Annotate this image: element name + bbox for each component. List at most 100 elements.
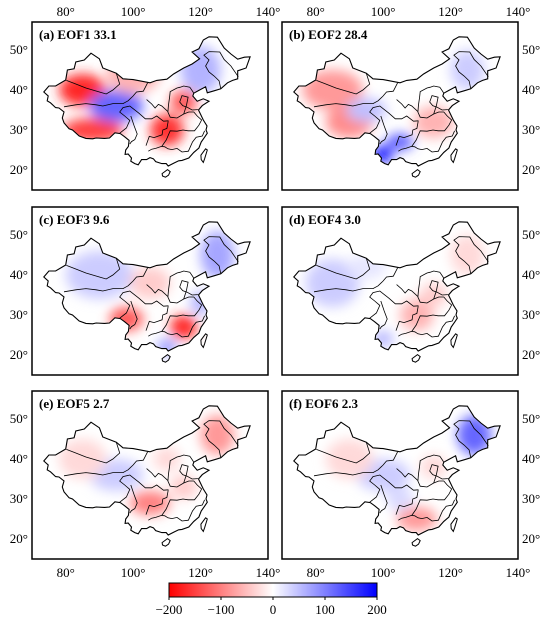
province-boundary (369, 474, 419, 503)
taiwan-outline (200, 517, 208, 533)
colorbar-tick-label: −100 (208, 602, 235, 617)
x-tick-label: 140° (506, 565, 531, 580)
x-tick-label: 80° (307, 565, 325, 580)
colorbar-tick-label: 100 (315, 602, 335, 617)
province-boundary (396, 468, 419, 481)
panel-title: (f) EOF6 2.3 (289, 396, 358, 411)
x-tick-label: 140° (256, 4, 281, 19)
y-tick-label: 20° (10, 347, 28, 362)
y-tick-label: 50° (522, 411, 540, 426)
y-tick-label: 30° (10, 122, 28, 137)
x-tick-label: 140° (506, 4, 531, 19)
panel-1: (a) EOF1 33.1 80° 100° 120° 140° 50° 40° 30° 20° (10, 4, 281, 191)
anomaly-blob (59, 439, 107, 479)
panel-frame (31, 21, 269, 191)
anomaly-blob (170, 90, 198, 114)
province-boundary (203, 236, 239, 274)
y-tick-label: 30° (522, 122, 540, 137)
province-boundary (146, 284, 169, 297)
province-boundary (429, 95, 448, 115)
province-boundary (398, 499, 455, 522)
panel-frame (31, 390, 269, 560)
anomaly-blob (200, 231, 235, 279)
province-boundary (203, 420, 239, 458)
anomaly-blob (129, 267, 171, 299)
province-boundary (119, 290, 169, 319)
panel-frame (31, 206, 269, 376)
y-tick-label: 20° (522, 162, 540, 177)
x-tick-label: 100° (371, 565, 396, 580)
province-boundary (63, 267, 148, 293)
panel-title: (d) EOF4 3.0 (289, 212, 361, 227)
y-tick-label: 40° (10, 82, 28, 97)
hainan-outline (411, 353, 421, 363)
x-tick-label: 80° (307, 4, 325, 19)
y-tick-label: 20° (10, 162, 28, 177)
anomaly-blob (156, 339, 177, 355)
province-boundary (203, 51, 239, 89)
x-tick-label: 120° (438, 4, 463, 19)
province-boundary (66, 442, 121, 464)
anomaly-blob (420, 283, 448, 307)
province-boundary (129, 115, 138, 145)
x-tick-label: 120° (188, 4, 213, 19)
province-boundary (453, 51, 489, 89)
panel-title: (a) EOF1 33.1 (39, 27, 117, 42)
province-boundary (395, 490, 419, 515)
province-boundary (179, 280, 198, 300)
province-boundary (396, 284, 419, 297)
china-outline (293, 405, 501, 536)
province-boundary (63, 82, 148, 108)
x-tick-label: 100° (121, 4, 146, 19)
province-boundary (66, 258, 121, 280)
province-boundary (313, 267, 398, 293)
taiwan-outline (450, 148, 458, 164)
anomaly-blob (89, 90, 144, 122)
province-boundary (379, 115, 388, 145)
y-tick-label: 30° (522, 307, 540, 322)
colorbar-tick-label: 200 (367, 602, 387, 617)
anomaly-blob (450, 235, 485, 275)
y-tick-label: 40° (522, 267, 540, 282)
x-tick-label: 100° (371, 4, 396, 19)
y-tick-label: 50° (10, 227, 28, 242)
province-boundary (148, 130, 205, 153)
y-tick-label: 20° (522, 347, 540, 362)
china-outline (43, 36, 251, 167)
y-tick-label: 50° (10, 42, 28, 57)
y-tick-label: 40° (10, 451, 28, 466)
province-boundary (179, 95, 198, 115)
colorbar-tick-label: −200 (156, 602, 183, 617)
province-boundary (369, 290, 419, 319)
panel-3: (c) EOF3 9.6 50° 40° 30° 20° (10, 206, 269, 376)
province-boundary (398, 130, 455, 153)
panel-2: (b) EOF2 28.4 80° 100° 120° 140° 50° 40° 30° 20° (281, 4, 540, 191)
province-boundary (148, 315, 205, 338)
anomaly-blob (302, 70, 363, 110)
x-tick-label: 120° (438, 565, 463, 580)
province-boundary (453, 236, 489, 274)
y-tick-label: 50° (522, 227, 540, 242)
anomaly-blob (153, 447, 181, 471)
panel-title: (b) EOF2 28.4 (289, 27, 368, 42)
province-boundary (429, 280, 448, 300)
y-tick-label: 40° (522, 82, 540, 97)
province-boundary (379, 300, 388, 330)
hainan-outline (411, 537, 421, 547)
china-outline (293, 221, 501, 352)
taiwan-outline (450, 517, 458, 533)
province-boundary (395, 306, 419, 331)
hainan-outline (411, 168, 421, 178)
anomaly-blob (386, 134, 414, 150)
y-tick-label: 30° (522, 491, 540, 506)
anomaly-blob (170, 315, 198, 339)
province-boundary (369, 105, 419, 134)
province-boundary (119, 474, 169, 503)
colorbar-tick-label: 0 (270, 602, 277, 617)
province-boundary (145, 306, 169, 331)
anomaly-blob (109, 307, 144, 331)
province-boundary (145, 121, 169, 146)
province-boundary (129, 300, 138, 330)
y-tick-label: 20° (10, 531, 28, 546)
